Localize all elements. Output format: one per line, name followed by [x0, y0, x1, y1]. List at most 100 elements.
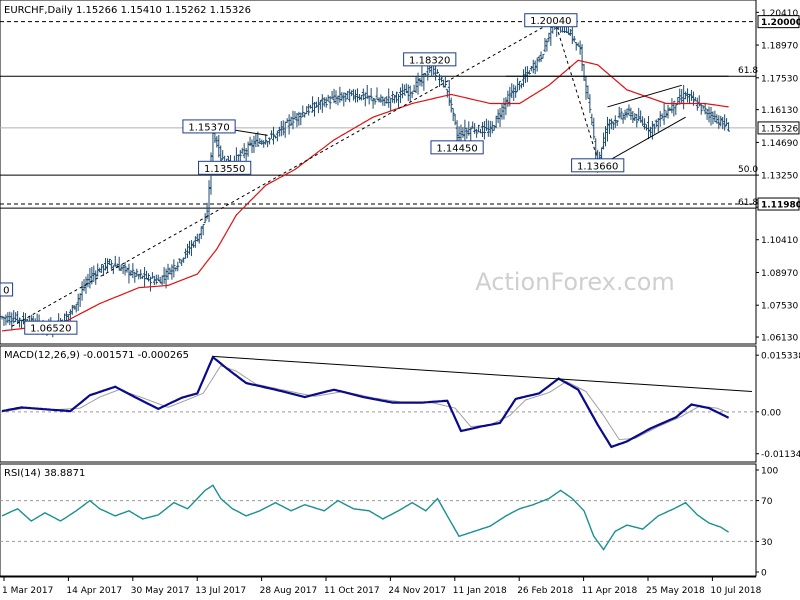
- ohlc-bar: [168, 267, 172, 275]
- ohlc-bar: [371, 97, 375, 109]
- ohlc-bar: [641, 116, 645, 126]
- ohlc-bar: [652, 123, 656, 134]
- ohlc-bar: [670, 98, 674, 114]
- ohlc-bar: [344, 92, 348, 102]
- ohlc-bar: [605, 116, 609, 142]
- macd-y-tick-label: -0.011344: [761, 450, 800, 460]
- price-panel-title: EURCHF,Daily 1.15266 1.15410 1.15262 1.1…: [4, 5, 251, 16]
- macd-y-tick-label: 0.00: [761, 408, 781, 418]
- price-label-7: 0: [0, 282, 14, 297]
- ohlc-bar: [602, 132, 606, 150]
- x-tick-label: 30 May 2017: [131, 586, 190, 596]
- x-tick-label: 24 Nov 2017: [388, 586, 446, 596]
- ohlc-bar: [252, 135, 256, 153]
- price-label-box: [571, 158, 625, 173]
- ohlc-bar: [166, 263, 170, 280]
- ohlc-bar: [529, 65, 533, 72]
- ohlc-bar: [199, 226, 203, 240]
- ohlc-bar: [547, 32, 551, 42]
- ohlc-bar: [582, 63, 586, 81]
- price-y-tick-label: 1.07530: [761, 302, 798, 312]
- ohlc-bar: [221, 150, 225, 160]
- ohlc-bar: [525, 66, 529, 83]
- ohlc-bar: [715, 114, 719, 124]
- ohlc-bar: [295, 113, 299, 128]
- ohlc-bar: [447, 80, 451, 106]
- ohlc-bar: [416, 72, 420, 95]
- price-label-text: 1.13660: [577, 161, 618, 172]
- ohlc-bar: [523, 66, 527, 84]
- ohlc-bar: [121, 265, 125, 274]
- ohlc-bar: [668, 107, 672, 111]
- price-label-box: [24, 320, 78, 335]
- ohlc-bar: [275, 130, 279, 142]
- ohlc-bar: [494, 115, 498, 129]
- ohlc-bar: [543, 37, 547, 53]
- ohlc-bar: [623, 109, 627, 121]
- ohlc-bar: [172, 259, 176, 278]
- ohlc-bar: [133, 271, 137, 283]
- price-label-1: 1.18320: [403, 52, 457, 67]
- ohlc-bar: [242, 143, 246, 159]
- ohlc-bar: [719, 115, 723, 127]
- ohlc-bar: [281, 120, 285, 136]
- price-y-tick-label: 1.13250: [761, 172, 798, 182]
- ohlc-bar: [176, 261, 180, 272]
- price-y-tick-label: 1.10410: [761, 236, 798, 246]
- ohlc-bar: [629, 107, 633, 121]
- ohlc-bar: [361, 88, 365, 101]
- ohlc-bar: [342, 92, 346, 107]
- ohlc-bar: [102, 264, 106, 277]
- price-label-text: 1.18320: [409, 55, 450, 66]
- ohlc-bar: [301, 105, 305, 118]
- ohlc-bar: [271, 126, 275, 145]
- ohlc-bar: [8, 311, 12, 326]
- ohlc-bar: [174, 267, 178, 272]
- ohlc-bar: [518, 80, 522, 91]
- ohlc-bar: [527, 70, 531, 75]
- ohlc-bar: [438, 73, 441, 87]
- ohlc-bar: [420, 65, 424, 87]
- ohlc-bar: [238, 149, 242, 163]
- ohlc-bar: [291, 110, 295, 130]
- ohlc-bar: [590, 113, 594, 126]
- ohlc-bar: [520, 83, 524, 89]
- price-y-tick-label: 1.16130: [761, 106, 798, 116]
- rsi-y-tick-label: 100: [761, 467, 778, 477]
- ohlc-bar: [666, 104, 670, 119]
- ohlc-bar: [570, 24, 574, 45]
- ohlc-bar: [514, 85, 518, 98]
- ohlc-bar: [398, 87, 402, 104]
- ohlc-bar: [96, 263, 100, 277]
- price-label-box: [182, 119, 236, 134]
- ohlc-bar: [475, 128, 479, 138]
- price-label-text: 1.20040: [530, 16, 571, 27]
- price-label-box: [0, 282, 14, 297]
- x-tick-label: 11 Oct 2017: [324, 586, 380, 596]
- ohlc-bar: [197, 233, 201, 244]
- ohlc-bar: [490, 121, 494, 134]
- rsi-y-axis: 100 70 30 0: [756, 467, 778, 579]
- ohlc-bar: [346, 90, 350, 100]
- fib-levels: 61.8 50.0 61.8: [0, 66, 758, 209]
- ohlc-bar: [410, 91, 414, 98]
- ohlc-bar: [705, 108, 709, 120]
- ohlc-bar: [352, 88, 356, 101]
- ohlc-bar: [619, 107, 623, 120]
- ohlc-bar: [604, 126, 608, 147]
- ohlc-bar: [717, 115, 721, 129]
- ohlc-bar: [393, 94, 397, 104]
- ohlc-bar: [633, 113, 637, 122]
- x-tick-label: 10 Jul 2018: [710, 586, 761, 596]
- ohlc-bar: [635, 113, 639, 128]
- ohlc-bar: [510, 83, 514, 99]
- x-tick-label: 13 Jul 2017: [195, 586, 246, 596]
- ohlc-bar: [170, 264, 174, 280]
- ohlc-bar: [451, 107, 455, 122]
- ohlc-bar: [184, 248, 188, 259]
- trendline-0: [11, 20, 555, 327]
- ohlc-bar: [471, 121, 475, 129]
- x-tick-label: 11 Jan 2018: [453, 586, 507, 596]
- ohlc-bar: [127, 263, 131, 284]
